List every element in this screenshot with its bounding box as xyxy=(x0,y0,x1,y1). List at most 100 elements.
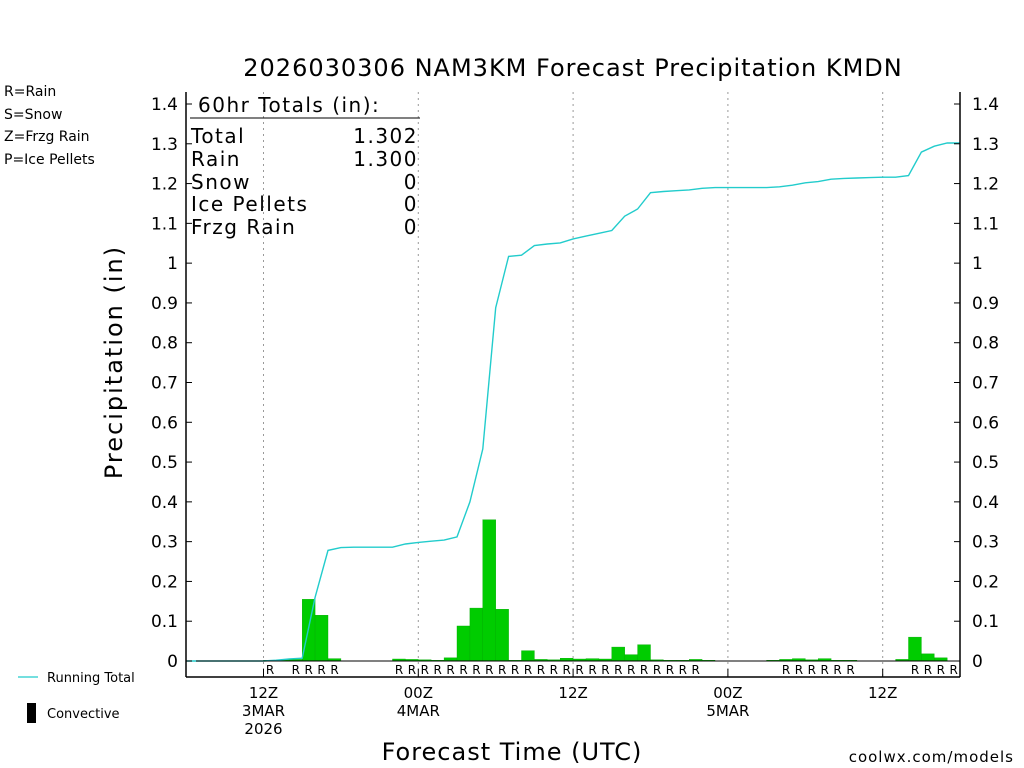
running-total xyxy=(186,142,961,662)
y-tick-label-right-12: 1.2 xyxy=(972,175,999,195)
totals-value-ice-pellets: 0 xyxy=(404,192,418,216)
chart-title: 2026030306 NAM3KM Forecast Precipitation… xyxy=(243,54,902,82)
y-tick-label-left-11: 1.1 xyxy=(151,214,178,234)
y-tick-label-left-5: 0.5 xyxy=(151,453,178,473)
precip-type-letter-34: R xyxy=(846,663,854,677)
precip-type-letter-38: R xyxy=(950,663,958,677)
y-tick-label-left-0: 0 xyxy=(167,652,178,672)
series-legend: Running Total Convective xyxy=(18,671,135,723)
y-tick-label-right-5: 0.5 xyxy=(972,453,999,473)
bar-4 xyxy=(314,615,329,662)
precip-type-letter-18: R xyxy=(563,663,571,677)
legend-snow: S=Snow xyxy=(4,107,62,123)
y-tick-label-right-9: 0.9 xyxy=(972,294,999,314)
y-tick-label-left-1: 0.1 xyxy=(151,612,178,632)
precip-type-letter-13: R xyxy=(498,663,506,677)
y-tick-label-left-2: 0.2 xyxy=(151,572,178,592)
precip-type-letter-10: R xyxy=(459,663,467,677)
precip-type-letter-32: R xyxy=(821,663,829,677)
precip-type-letter-7: R xyxy=(421,663,429,677)
y-tick-label-left-3: 0.3 xyxy=(151,533,178,553)
y-tick-label-left-9: 0.9 xyxy=(151,294,178,314)
precip-type-letter-23: R xyxy=(627,663,635,677)
y-tick-label-right-0: 0 xyxy=(972,652,983,672)
precip-type-letter-35: R xyxy=(911,663,919,677)
totals-label-rain: Rain xyxy=(191,147,241,171)
precip-type-legend: R=Rain S=Snow Z=Frzg Rain P=Ice Pellets xyxy=(4,84,95,168)
precip-type-letter-8: R xyxy=(434,663,442,677)
convective-legend-label: Convective xyxy=(47,707,120,722)
precip-type-letter-20: R xyxy=(588,663,596,677)
totals-label-ice-pellets: Ice Pellets xyxy=(191,192,308,216)
y-tick-label-right-3: 0.3 xyxy=(972,533,999,553)
bar-16 xyxy=(521,650,535,662)
bar-14 xyxy=(495,609,509,662)
totals-label-snow: Snow xyxy=(191,170,251,194)
y-tick-label-right-7: 0.7 xyxy=(972,374,999,394)
precip-type-letter-36: R xyxy=(924,663,932,677)
y-tick-label-left-13: 1.3 xyxy=(151,135,178,155)
totals-header: 60hr Totals (in): xyxy=(198,93,380,117)
y-tick-label-left-10: 1 xyxy=(167,254,178,274)
bar-24 xyxy=(624,654,638,662)
precip-type-letter-33: R xyxy=(833,663,841,677)
precip-type-letter-26: R xyxy=(666,663,674,677)
bar-23 xyxy=(611,646,625,662)
x-tick-label-0-0: 12Z xyxy=(249,684,278,702)
totals-value-rain: 1.300 xyxy=(353,147,418,171)
totals-value-total: 1.302 xyxy=(353,124,418,148)
bar-40 xyxy=(921,653,935,662)
convective-legend-swatch xyxy=(27,703,36,723)
running-total-line xyxy=(186,142,961,662)
legend-ice-pellets: P=Ice Pellets xyxy=(4,152,95,168)
credit-text: coolwx.com/models xyxy=(849,748,1014,766)
legend-rain: R=Rain xyxy=(4,84,56,100)
axes: 0 00.1 0.10.2 0.20.3 0.30.4 0.40.5 0.50.6 0.60.… xyxy=(151,92,999,738)
x-tick-label-3-1: 5MAR xyxy=(706,702,749,720)
y-tick-label-right-8: 0.8 xyxy=(972,334,999,354)
precip-type-letter-25: R xyxy=(653,663,661,677)
x-tick-label-4-0: 12Z xyxy=(868,684,897,702)
precip-type-letter-9: R xyxy=(446,663,454,677)
y-tick-label-left-6: 0.6 xyxy=(151,413,178,433)
x-tick-label-1-1: 4MAR xyxy=(397,702,440,720)
bar-12 xyxy=(469,607,483,662)
totals-value-frzg-rain: 0 xyxy=(404,215,418,239)
x-axis-label: Forecast Time (UTC) xyxy=(382,738,643,766)
bar-39 xyxy=(908,636,922,662)
grid xyxy=(263,92,884,677)
x-tick-label-0-1: 3MAR xyxy=(242,702,285,720)
precip-type-letter-14: R xyxy=(511,663,519,677)
precip-type-letter-17: R xyxy=(550,663,558,677)
x-tick-label-2-0: 12Z xyxy=(558,684,587,702)
x-tick-label-0-2: 2026 xyxy=(244,720,282,738)
precip-type-letter-11: R xyxy=(472,663,480,677)
precip-type-letter-30: R xyxy=(795,663,803,677)
totals-box: 60hr Totals (in): Total 1.302 Rain 1.300… xyxy=(190,93,420,239)
y-tick-label-left-4: 0.4 xyxy=(151,493,178,513)
y-axis-label: Precipitation (in) xyxy=(100,245,128,479)
x-tick-label-3-0: 00Z xyxy=(713,684,742,702)
y-tick-label-right-10: 1 xyxy=(972,254,983,274)
y-tick-label-right-2: 0.2 xyxy=(972,572,999,592)
precip-type-letter-0: R xyxy=(266,663,274,677)
y-tick-label-right-14: 1.4 xyxy=(972,95,999,115)
totals-label-total: Total xyxy=(190,124,245,148)
precip-type-letter-3: R xyxy=(317,663,325,677)
y-tick-label-right-11: 1.1 xyxy=(972,214,999,234)
bar-13 xyxy=(482,519,496,662)
y-tick-label-right-4: 0.4 xyxy=(972,493,999,513)
precip-type-letter-22: R xyxy=(614,663,622,677)
precip-type-letter-15: R xyxy=(524,663,532,677)
y-tick-label-left-14: 1.4 xyxy=(151,95,178,115)
totals-value-snow: 0 xyxy=(404,170,418,194)
precip-type-letter-24: R xyxy=(640,663,648,677)
precip-type-letter-21: R xyxy=(601,663,609,677)
bar-25 xyxy=(637,644,651,662)
precip-type-letter-37: R xyxy=(937,663,945,677)
precip-type-letter-16: R xyxy=(537,663,545,677)
y-tick-label-left-8: 0.8 xyxy=(151,334,178,354)
